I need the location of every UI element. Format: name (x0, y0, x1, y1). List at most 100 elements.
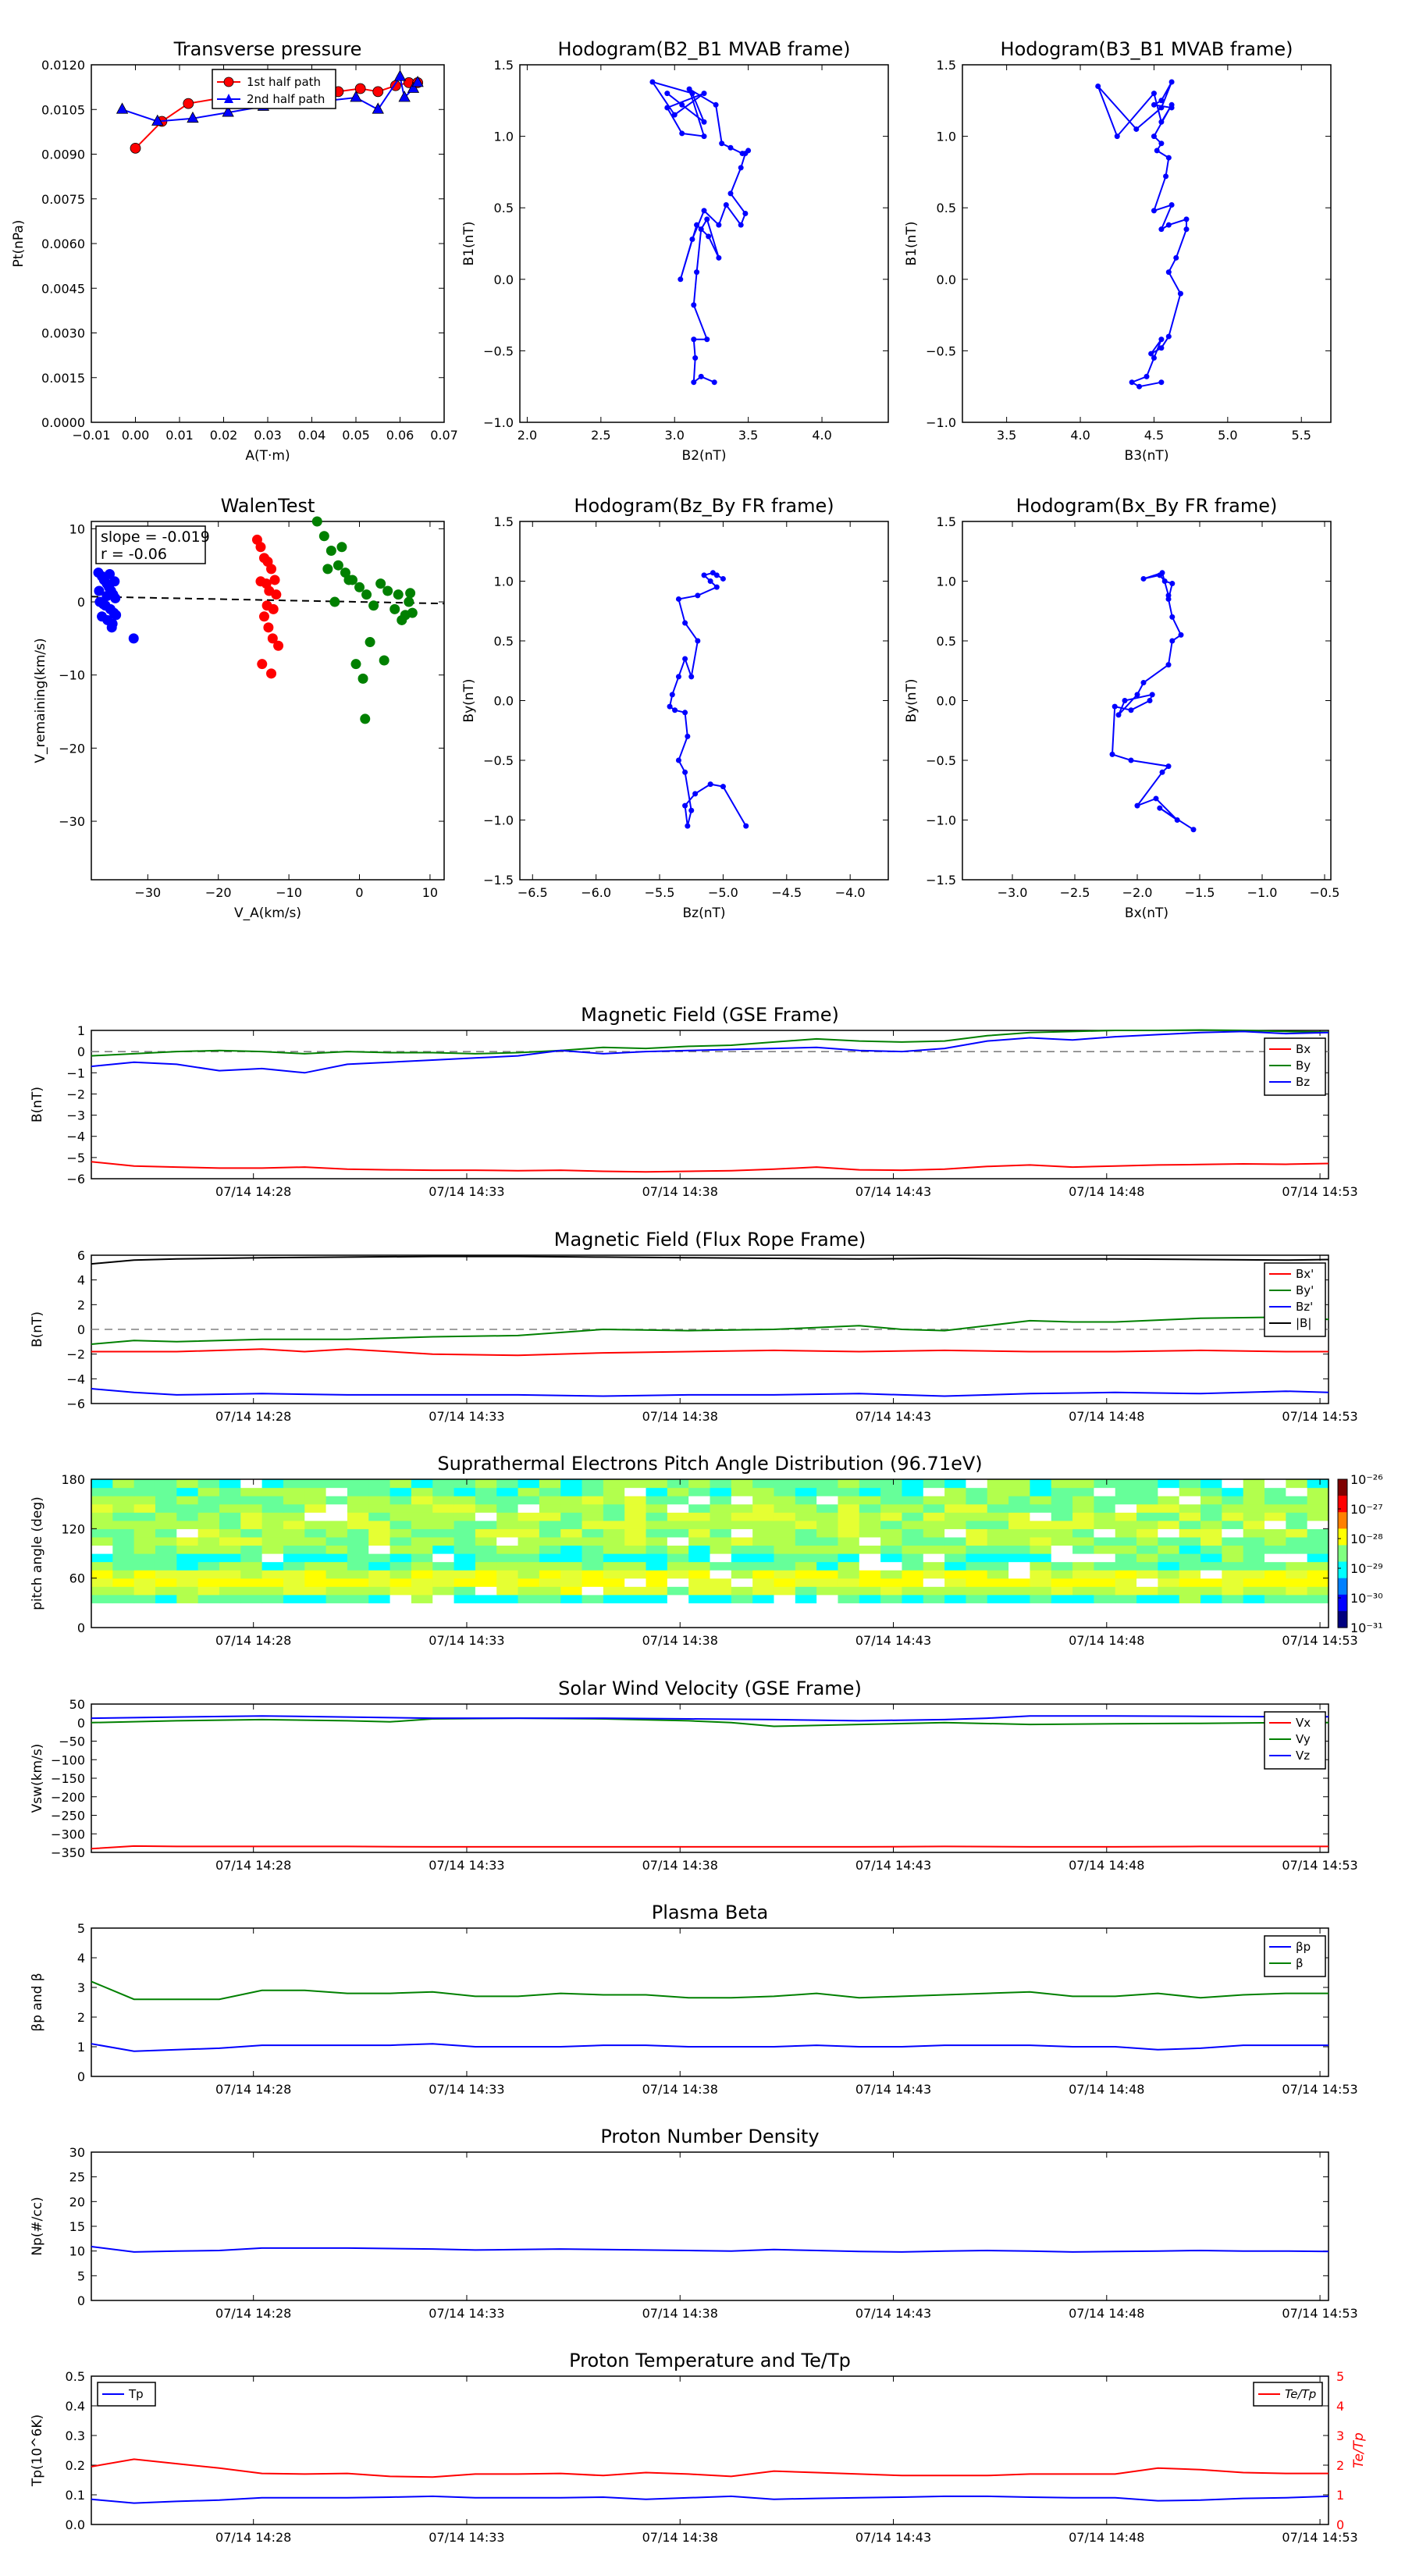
heatmap-cell (454, 1487, 476, 1496)
heatmap-cell (325, 1520, 348, 1529)
data-point (675, 757, 681, 763)
y-right-tick-label: 3 (1336, 2428, 1344, 2443)
x-tick-label: 07/14 14:53 (1282, 2530, 1357, 2545)
heatmap-cell (859, 1545, 881, 1554)
heatmap-cell (454, 1603, 476, 1612)
heatmap-cell (389, 1578, 412, 1587)
x-tick-label: −2.0 (1122, 885, 1153, 900)
heatmap-cell (795, 1487, 817, 1496)
data-point (372, 102, 384, 114)
heatmap-cell (197, 1520, 220, 1529)
heatmap-cell (1051, 1479, 1073, 1489)
heatmap-cell (368, 1512, 391, 1521)
heatmap-cell (1008, 1561, 1031, 1571)
data-point (267, 633, 278, 644)
heatmap-cell (304, 1487, 327, 1496)
heatmap-cell (1008, 1536, 1031, 1546)
heatmap-cell (944, 1520, 967, 1529)
heatmap-cell (987, 1545, 1009, 1554)
heatmap-cell (496, 1479, 519, 1489)
heatmap-cell (944, 1479, 967, 1489)
chart-vsw: Solar Wind Velocity (GSE Frame)07/14 14:… (30, 1678, 1358, 1873)
heatmap-cell (838, 1553, 860, 1563)
heatmap-cell (411, 1520, 433, 1529)
heatmap-cell (240, 1603, 263, 1612)
data-point (1173, 254, 1179, 261)
heatmap-cell (987, 1520, 1009, 1529)
data-point (1165, 763, 1172, 770)
heatmap-cell (219, 1545, 241, 1554)
heatmap-cell (752, 1503, 775, 1513)
heatmap-cell (1307, 1536, 1329, 1546)
heatmap-cell (133, 1553, 156, 1563)
colorbar-tick-label: 10⁻²⁸ (1350, 1532, 1383, 1546)
heatmap-cell (261, 1553, 284, 1563)
heatmap-cell (1115, 1520, 1137, 1529)
data-point (1168, 202, 1175, 208)
heatmap-cell (475, 1603, 497, 1612)
heatmap-cell (1072, 1619, 1094, 1628)
heatmap-cell (731, 1619, 753, 1628)
heatmap-cell (219, 1512, 241, 1521)
legend-label: Vz (1296, 1749, 1310, 1763)
y-tick-label: 4 (77, 1951, 85, 1966)
data-point (329, 596, 340, 607)
heatmap-cell (347, 1503, 369, 1513)
data-point (1136, 383, 1143, 390)
heatmap-cell (838, 1561, 860, 1571)
series-bz--line (91, 1388, 1329, 1397)
heatmap-cell (539, 1496, 561, 1505)
heatmap-cell (1179, 1479, 1201, 1489)
heatmap-cell (368, 1561, 391, 1571)
heatmap-cell (582, 1512, 604, 1521)
heatmap-cell (475, 1512, 497, 1521)
heatmap-cell (475, 1610, 497, 1621)
y-tick-label: 0.0 (937, 272, 956, 287)
heatmap-cell (432, 1561, 455, 1571)
heatmap-cell (197, 1570, 220, 1579)
heatmap-cell (838, 1487, 860, 1496)
heatmap-cell (1222, 1512, 1244, 1521)
heatmap-cell (1115, 1553, 1137, 1563)
x-tick-label: 07/14 14:53 (1282, 2306, 1357, 2321)
heatmap-cell (1030, 1553, 1052, 1563)
heatmap-cell (774, 1561, 796, 1571)
heatmap-cell (646, 1496, 668, 1505)
heatmap-cell (688, 1536, 711, 1546)
heatmap-cell (902, 1570, 924, 1579)
chart-hBxBy: Hodogram(Bx_By FR frame)−3.0 −2.5 −2.0 −1.5… (904, 495, 1339, 921)
heatmap-cell (966, 1512, 988, 1521)
heatmap-cell (1243, 1503, 1265, 1513)
heatmap-cell (1072, 1536, 1094, 1546)
y-tick-label: 5 (77, 2268, 85, 2283)
heatmap-cell (880, 1561, 903, 1571)
chart-title: Magnetic Field (Flux Rope Frame) (554, 1229, 866, 1251)
heatmap-cell (496, 1586, 519, 1596)
heatmap-cell (176, 1496, 199, 1505)
legend-label: βp (1296, 1940, 1311, 1954)
heatmap-cell (902, 1594, 924, 1603)
heatmap-cell (1286, 1610, 1308, 1621)
heatmap-cell (731, 1603, 753, 1612)
heatmap-cell (1243, 1553, 1265, 1563)
heatmap-cell (1136, 1610, 1158, 1621)
heatmap-cell (1307, 1603, 1329, 1612)
heatmap-cell (496, 1528, 519, 1538)
y-tick-label: 0.0 (937, 694, 956, 709)
heatmap-cell (1136, 1528, 1158, 1538)
heatmap-cell (1158, 1536, 1180, 1546)
heatmap-cell (155, 1594, 177, 1603)
x-tick-label: −1.5 (1185, 885, 1215, 900)
heatmap-cell (496, 1619, 519, 1628)
heatmap-cell (368, 1578, 391, 1587)
heatmap-cell (1286, 1487, 1308, 1496)
heatmap-cell (1008, 1528, 1031, 1538)
data-point (1148, 350, 1154, 357)
heatmap-cell (1094, 1512, 1116, 1521)
heatmap-cell (261, 1578, 284, 1587)
axes-frame (91, 1703, 1329, 1853)
heatmap-cell (283, 1578, 305, 1587)
chart-walen: WalenTest−30 −20 −10 0 10−30−20−10010V_A(km/… (33, 495, 445, 921)
heatmap-cell (752, 1578, 775, 1587)
heatmap-cell (902, 1553, 924, 1563)
